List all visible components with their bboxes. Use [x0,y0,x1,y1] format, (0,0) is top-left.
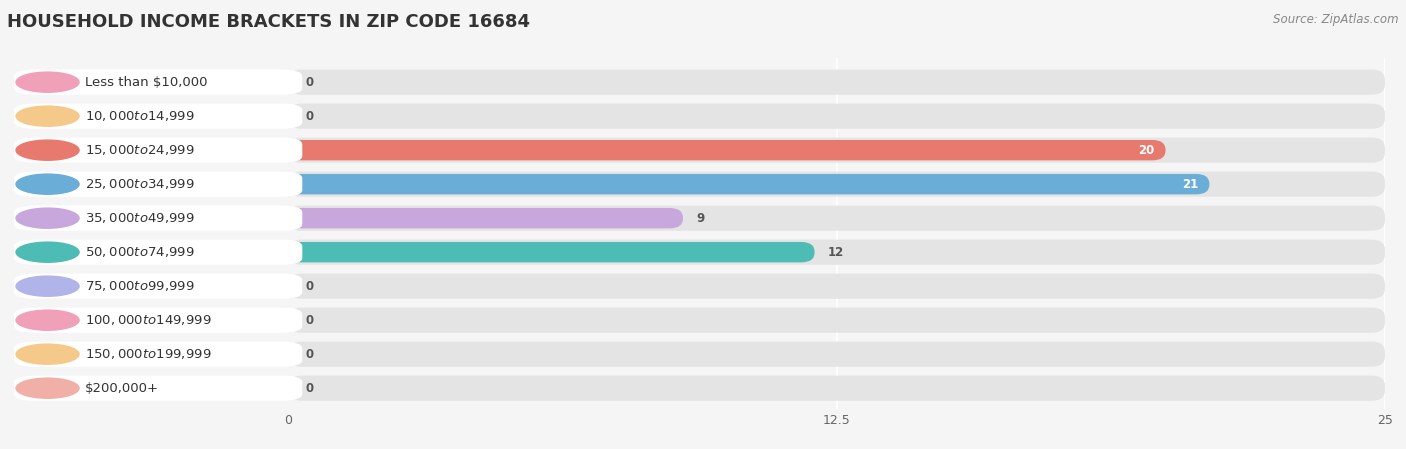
Text: 0: 0 [305,314,314,327]
Text: 12: 12 [828,246,844,259]
FancyBboxPatch shape [288,242,814,262]
Text: $15,000 to $24,999: $15,000 to $24,999 [84,143,194,157]
Text: $10,000 to $14,999: $10,000 to $14,999 [84,109,194,123]
FancyBboxPatch shape [288,70,1385,95]
Text: $150,000 to $199,999: $150,000 to $199,999 [84,347,211,361]
Text: $50,000 to $74,999: $50,000 to $74,999 [84,245,194,259]
Text: HOUSEHOLD INCOME BRACKETS IN ZIP CODE 16684: HOUSEHOLD INCOME BRACKETS IN ZIP CODE 16… [7,13,530,31]
Text: $100,000 to $149,999: $100,000 to $149,999 [84,313,211,327]
FancyBboxPatch shape [288,208,683,229]
FancyBboxPatch shape [288,140,1166,160]
Text: $75,000 to $99,999: $75,000 to $99,999 [84,279,194,293]
Text: 0: 0 [305,76,314,88]
FancyBboxPatch shape [288,308,1385,333]
Text: 0: 0 [305,382,314,395]
FancyBboxPatch shape [288,174,1209,194]
Text: 9: 9 [696,211,704,224]
FancyBboxPatch shape [288,172,1385,197]
FancyBboxPatch shape [288,104,1385,129]
Text: $25,000 to $34,999: $25,000 to $34,999 [84,177,194,191]
FancyBboxPatch shape [288,240,1385,265]
FancyBboxPatch shape [288,376,1385,401]
Text: 20: 20 [1139,144,1154,157]
Text: 0: 0 [305,280,314,293]
Text: 21: 21 [1182,178,1198,191]
Text: 0: 0 [305,348,314,361]
Text: $200,000+: $200,000+ [84,382,159,395]
FancyBboxPatch shape [288,137,1385,163]
FancyBboxPatch shape [288,206,1385,231]
FancyBboxPatch shape [288,273,1385,299]
Text: $35,000 to $49,999: $35,000 to $49,999 [84,211,194,225]
Text: Source: ZipAtlas.com: Source: ZipAtlas.com [1274,13,1399,26]
FancyBboxPatch shape [288,342,1385,367]
Text: Less than $10,000: Less than $10,000 [84,76,208,88]
Text: 0: 0 [305,110,314,123]
